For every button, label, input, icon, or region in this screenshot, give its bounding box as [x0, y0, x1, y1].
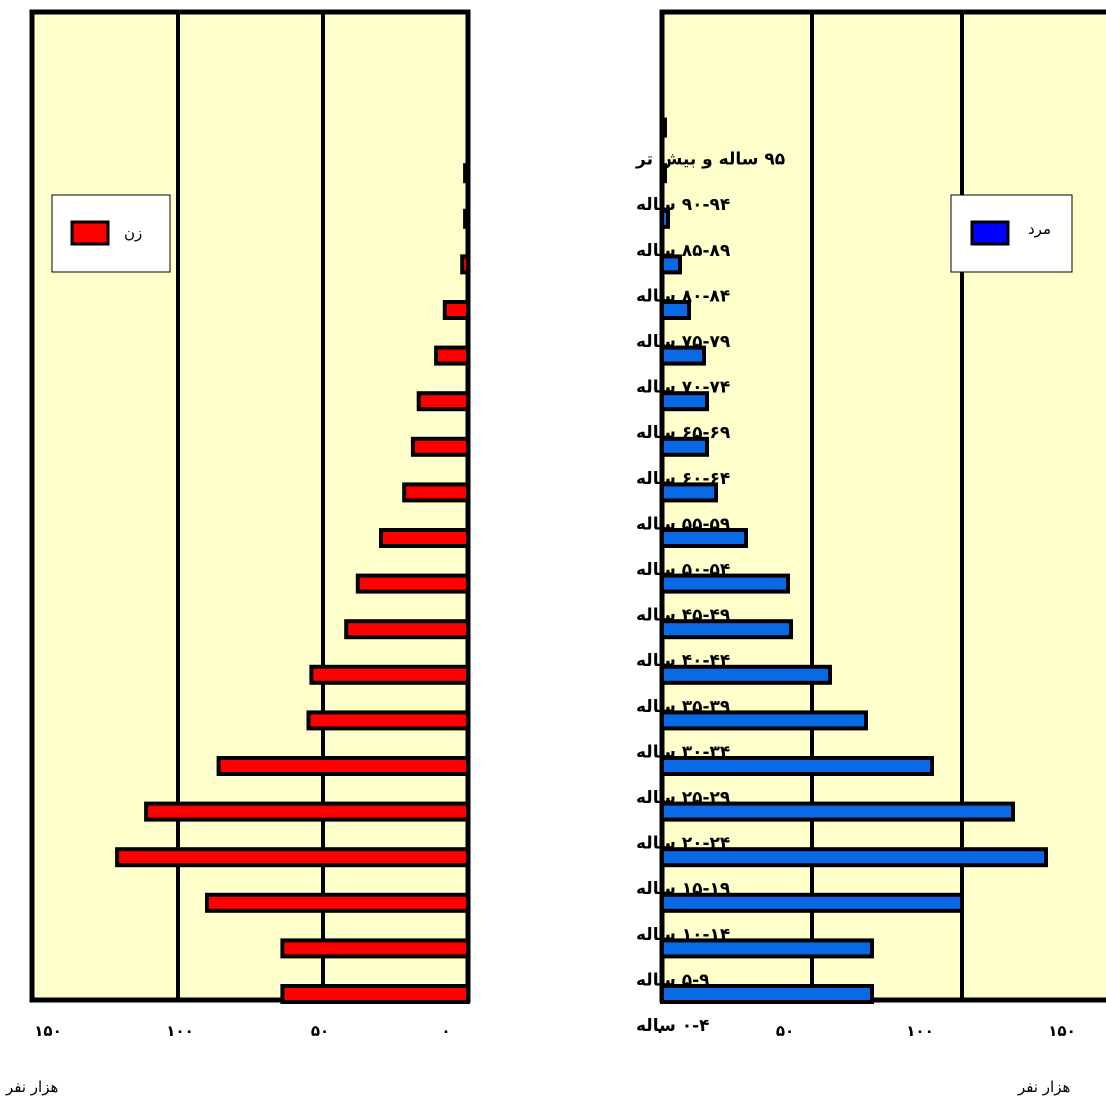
male-bar — [660, 345, 706, 366]
female-bar — [463, 208, 471, 229]
female-legend-swatch — [70, 220, 110, 246]
female-bar — [280, 938, 470, 959]
male-x-tick-label: ۱۰۰ — [906, 1022, 933, 1040]
male-bar — [660, 756, 934, 776]
female-x-tick-label: ۱۰۰ — [166, 1022, 193, 1040]
male-bar — [660, 984, 874, 1004]
male-legend-label: مرد — [1028, 220, 1051, 238]
age-group-label: ۱۰-۱۴ ساله — [636, 925, 730, 945]
male-bar — [660, 664, 832, 685]
age-group-label: ۵۰-۵۴ ساله — [636, 560, 730, 580]
female-bar — [344, 619, 471, 640]
female-bar — [355, 573, 470, 594]
male-bar — [660, 254, 682, 275]
female-bar — [144, 801, 470, 822]
male-legend-box — [950, 194, 1073, 273]
female-bar — [306, 710, 470, 731]
male-bar — [660, 482, 718, 503]
male-bar — [660, 163, 667, 184]
age-group-label: ۵۵-۵۹ ساله — [636, 514, 731, 534]
age-group-label: ۷۰-۷۴ ساله — [636, 378, 730, 398]
female-bar — [434, 345, 471, 366]
male-x-tick-label: ۱۵۰ — [1048, 1022, 1075, 1040]
female-legend: زن — [51, 194, 171, 273]
female-bar — [309, 664, 470, 685]
male-bar — [660, 528, 748, 548]
male-bar — [660, 436, 709, 457]
male-x-tick-label: ۰ — [655, 1022, 664, 1040]
age-group-label: ۴۰-۴۴ ساله — [636, 651, 730, 671]
male-bar — [660, 208, 670, 229]
male-bar — [660, 391, 709, 412]
age-group-label: ۷۵-۷۹ ساله — [636, 332, 731, 352]
male-legend-swatch — [970, 220, 1010, 246]
male-legend: مرد — [950, 194, 1073, 273]
age-group-label: ۹۵ ساله و بیش تر — [635, 150, 785, 170]
female-legend-label: زن — [124, 224, 142, 242]
female-x-tick-label: ۵۰ — [311, 1022, 329, 1040]
male-x-tick-label: ۵۰ — [776, 1022, 794, 1040]
male-unit-label: هزار نفر — [1017, 1078, 1070, 1096]
female-bar — [463, 163, 471, 184]
male-bar — [660, 892, 964, 913]
age-group-label: ۴۵-۴۹ ساله — [636, 606, 731, 626]
age-group-label: ۶۵-۶۹ ساله — [636, 423, 731, 443]
female-bar — [416, 391, 471, 412]
female-x-tick-label: ۰ — [441, 1022, 450, 1040]
female-bar — [280, 984, 470, 1004]
male-bar — [660, 710, 868, 731]
age-group-label: ۰-۴ ساله — [636, 1016, 710, 1036]
male-bar — [660, 801, 1015, 822]
male-bar — [660, 619, 793, 640]
female-bar — [460, 254, 471, 275]
age-group-label: ۸۰-۸۴ ساله — [636, 286, 730, 306]
male-bar — [660, 847, 1048, 868]
age-group-label: ۱۵-۱۹ ساله — [636, 879, 731, 899]
age-group-label: ۳۵-۳۹ ساله — [636, 697, 731, 717]
female-panel: ۱۵۰ ۱۰۰ ۵۰ ۰ هزار نفر زن — [5, 9, 471, 1096]
female-plot-area — [29, 9, 471, 1003]
age-group-label: ۵-۹ ساله — [636, 970, 710, 990]
male-bar — [660, 573, 790, 594]
female-bar — [410, 436, 470, 457]
female-unit-label: هزار نفر — [5, 1078, 58, 1096]
male-bar — [660, 117, 667, 138]
male-bar — [660, 938, 874, 959]
age-group-label: ۹۰-۹۴ ساله — [636, 195, 730, 215]
female-bar — [205, 892, 470, 913]
female-bar — [402, 482, 471, 503]
female-x-tick-label: ۱۵۰ — [34, 1022, 61, 1040]
female-bar — [379, 528, 470, 548]
age-group-label: ۲۵-۲۹ ساله — [636, 788, 731, 808]
age-group-label: ۳۰-۳۴ ساله — [636, 742, 730, 762]
male-panel: ۰ ۵۰ ۱۰۰ ۱۵۰ هزار نفر مرد — [655, 9, 1106, 1096]
female-bar — [216, 756, 470, 776]
age-group-label: ۶۰-۶۴ ساله — [636, 469, 730, 489]
age-group-label: ۸۵-۸۹ ساله — [636, 241, 731, 261]
age-group-labels: ۰-۴ ساله ۵-۹ ساله ۱۰-۱۴ ساله ۱۵-۱۹ ساله ۲۰-۲… — [635, 150, 785, 1036]
female-legend-box — [51, 194, 171, 273]
age-group-label: ۲۰-۲۴ ساله — [636, 834, 730, 854]
female-bar — [442, 300, 470, 320]
male-bar — [660, 300, 691, 320]
male-plot-area — [659, 9, 1106, 1003]
female-bar — [115, 847, 470, 868]
